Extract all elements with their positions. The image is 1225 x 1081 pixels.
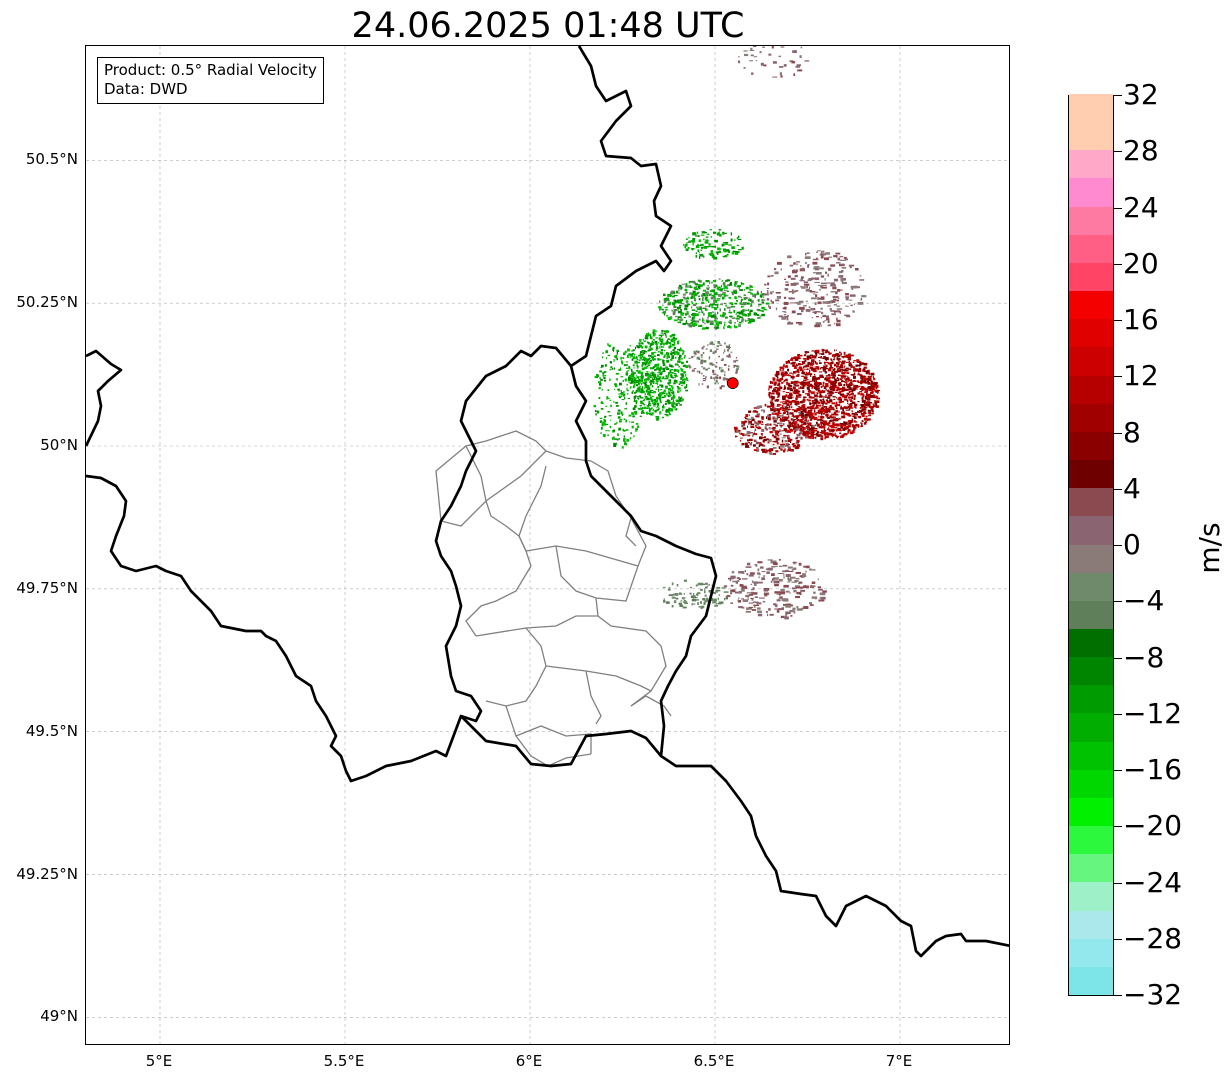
velocity-colorbar (1068, 93, 1114, 996)
colorbar-tick-mark (1114, 826, 1122, 828)
colorbar-segment (1069, 431, 1113, 461)
colorbar-segment (1069, 234, 1113, 263)
colorbar-tick-mark (1114, 432, 1122, 434)
colorbar-tick-mark (1114, 95, 1122, 96)
colorbar-tick-label: −8 (1123, 640, 1165, 674)
longitude-tick-label: 6.5°E (693, 1052, 735, 1070)
colorbar-tick-mark (1114, 263, 1122, 265)
colorbar-segment (1069, 656, 1113, 686)
district-boundaries (435, 430, 672, 767)
colorbar-segment (1069, 403, 1113, 432)
colorbar-tick-label: −4 (1123, 584, 1165, 618)
colorbar-segment (1069, 375, 1113, 404)
colorbar-segment (1069, 769, 1113, 798)
colorbar-segment (1069, 544, 1113, 573)
colorbar-segment (1069, 149, 1113, 179)
colorbar-segment (1069, 938, 1113, 967)
colorbar-tick-label: 24 (1123, 190, 1159, 224)
latitude-tick-label: 49.5°N (25, 721, 78, 740)
colorbar-segment (1069, 853, 1113, 883)
colorbar-segment (1069, 318, 1113, 348)
map-title: 24.06.2025 01:48 UTC (351, 6, 745, 46)
colorbar-segment (1069, 684, 1113, 714)
radar-map[interactable] (85, 45, 1010, 1045)
colorbar-tick-label: 0 (1123, 528, 1141, 561)
latitude-tick-label: 50°N (40, 436, 78, 454)
data-source-label: Data: DWD (104, 80, 188, 98)
latitude-tick-label: 50.25°N (16, 293, 78, 312)
colorbar-segment (1069, 797, 1113, 827)
radar-echoes (593, 46, 881, 620)
colorbar-tick-label: 12 (1123, 359, 1159, 393)
colorbar-segment (1069, 206, 1113, 235)
colorbar-tick-label: 8 (1123, 415, 1141, 449)
colorbar-tick-mark (1114, 938, 1122, 940)
colorbar-tick-label: 32 (1123, 78, 1159, 111)
colorbar-tick-mark (1114, 601, 1122, 603)
longitude-tick-label: 6°E (515, 1052, 543, 1070)
latitude-tick-label: 49°N (40, 1007, 78, 1026)
colorbar-tick-label: −24 (1123, 865, 1183, 899)
colorbar-tick-label: −16 (1123, 753, 1183, 786)
colorbar-tick-label: 28 (1123, 134, 1159, 168)
colorbar-segment (1069, 572, 1113, 601)
colorbar-segment (1069, 966, 1113, 995)
colorbar-tick-mark (1114, 713, 1122, 715)
latitude-tick-label: 49.75°N (16, 578, 78, 597)
colorbar-segment (1069, 177, 1113, 207)
colorbar-segment (1069, 881, 1113, 911)
country-borders (86, 46, 1009, 958)
colorbar-segment (1069, 600, 1113, 629)
colorbar-segment (1069, 825, 1113, 855)
colorbar-segment (1069, 459, 1113, 489)
colorbar-tick-label: 4 (1123, 471, 1141, 505)
longitude-tick-label: 7°E (885, 1052, 913, 1070)
colorbar-tick-label: −12 (1123, 696, 1183, 730)
colorbar-unit-label: m/s (1193, 522, 1225, 574)
product-info-box: Product: 0.5° Radial Velocity Data: DWD (97, 57, 324, 104)
colorbar-segment (1069, 910, 1113, 939)
colorbar-tick-mark (1114, 320, 1122, 321)
colorbar-tick-mark (1114, 207, 1122, 209)
colorbar-tick-mark (1114, 151, 1122, 153)
colorbar-segment (1069, 515, 1113, 545)
colorbar-segment (1069, 262, 1113, 292)
colorbar-tick-label: −20 (1123, 809, 1183, 843)
colorbar-segment (1069, 121, 1113, 151)
colorbar-tick-label: 16 (1123, 303, 1159, 336)
colorbar-segment (1069, 346, 1113, 376)
map-gridlines (86, 46, 1009, 1044)
colorbar-segment (1069, 93, 1113, 123)
latitude-tick-label: 49.25°N (16, 864, 78, 883)
colorbar-tick-label: 20 (1123, 246, 1159, 280)
colorbar-tick-mark (1114, 770, 1122, 771)
colorbar-segment (1069, 290, 1113, 320)
longitude-tick-label: 5°E (145, 1052, 173, 1070)
colorbar-tick-mark (1114, 882, 1122, 884)
product-label: Product: 0.5° Radial Velocity (104, 61, 317, 79)
colorbar-tick-label: −28 (1123, 921, 1183, 955)
colorbar-segment (1069, 741, 1113, 770)
colorbar-tick-mark (1114, 545, 1122, 546)
colorbar-segment (1069, 487, 1113, 517)
radar-site-marker[interactable] (726, 377, 739, 389)
colorbar-tick-label: −32 (1123, 978, 1183, 1011)
latitude-tick-label: 50.5°N (25, 150, 78, 169)
colorbar-tick-mark (1114, 488, 1122, 490)
colorbar-tick-mark (1114, 657, 1122, 659)
colorbar-tick-mark (1114, 376, 1122, 378)
colorbar-segment (1069, 712, 1113, 742)
map-canvas (86, 46, 1009, 1044)
longitude-tick-label: 5.5°E (323, 1052, 365, 1070)
colorbar-segment (1069, 628, 1113, 658)
colorbar-tick-mark (1114, 995, 1122, 996)
